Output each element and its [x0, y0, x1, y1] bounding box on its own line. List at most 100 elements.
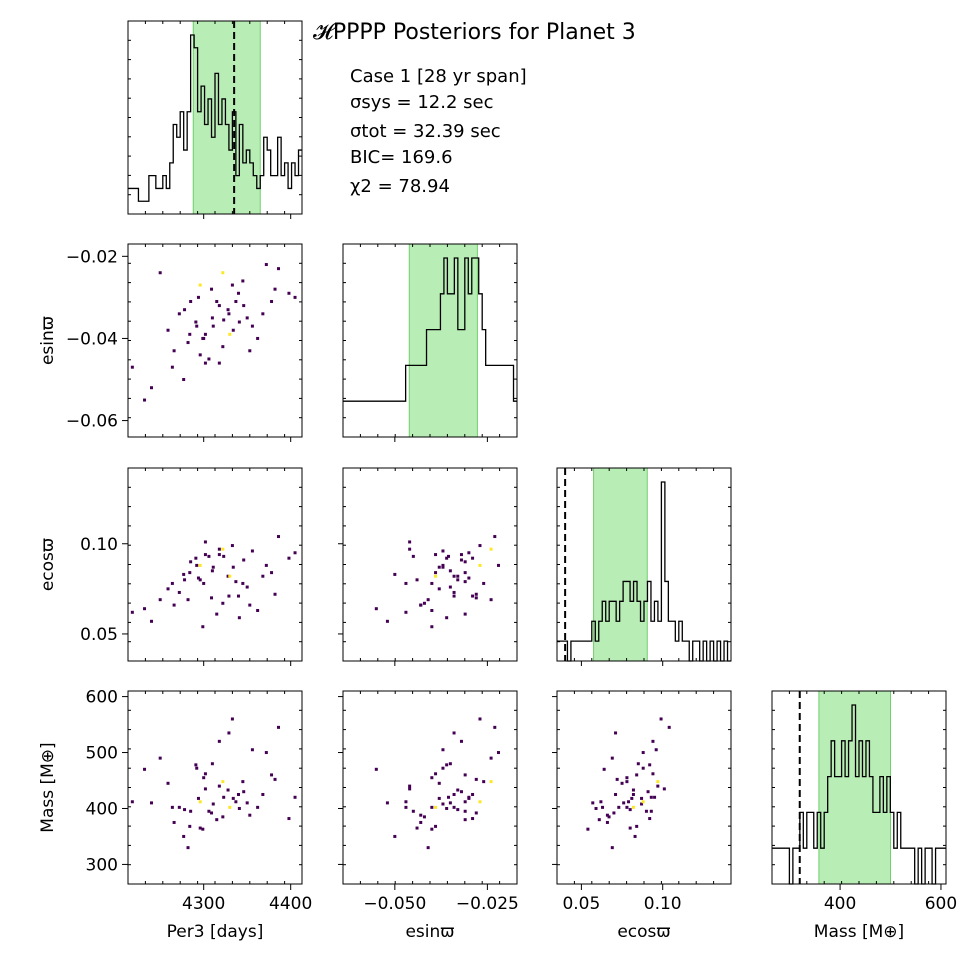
y-axis-mass: 300 400 500 600 Mass [M⊕] [38, 688, 128, 875]
density-cell [227, 312, 231, 316]
density-cell [158, 756, 162, 760]
density-cell [448, 762, 452, 766]
density-cell [463, 809, 467, 813]
density-cell [210, 287, 214, 291]
density-cell [207, 809, 211, 813]
density-cell [196, 796, 200, 800]
density-cell [478, 717, 482, 721]
density-cell [437, 781, 441, 785]
density-cell-peak [656, 780, 660, 784]
panel-frame [127, 467, 303, 662]
density-cell [474, 811, 478, 815]
density-cell [256, 336, 260, 340]
density-cell [445, 556, 449, 560]
density-cell [172, 349, 176, 353]
density-cell [478, 544, 482, 548]
density-cell [166, 587, 170, 591]
density-cell [620, 781, 624, 785]
density-cell-peak [478, 563, 482, 567]
density-cell-peak [198, 563, 202, 567]
hist2d-per-ecos [127, 467, 303, 662]
density-cell [236, 291, 240, 295]
density-cell [237, 806, 241, 810]
density-cell [597, 818, 601, 822]
density-cell [277, 725, 281, 729]
density-cell [195, 324, 199, 328]
density-cell [411, 554, 415, 558]
density-cell [646, 790, 650, 794]
density-cell [447, 795, 451, 799]
density-cell [234, 580, 238, 584]
histogram-steps [343, 257, 517, 402]
density-cell [456, 788, 460, 792]
density-cell [189, 809, 193, 813]
density-cell [256, 805, 260, 809]
density-cell [186, 846, 190, 850]
density-cell [408, 784, 412, 788]
density-cell [242, 558, 246, 562]
density-cell [635, 824, 639, 828]
density-cell [415, 826, 419, 830]
hist2d-esin-mass [342, 690, 518, 885]
density-cell [195, 766, 199, 770]
credible-interval-band [593, 467, 648, 662]
density-cell [474, 777, 478, 781]
y-tick-label: 300 [86, 855, 118, 875]
density-cell [649, 795, 653, 799]
density-cell [202, 776, 206, 780]
y-tick-label: 600 [86, 688, 118, 708]
histogram-mass [771, 690, 947, 885]
density-cell [270, 773, 274, 777]
density-cell [293, 795, 297, 799]
density-cell [221, 601, 225, 605]
density-cell [474, 592, 478, 596]
density-cell [441, 802, 445, 806]
panel-frame [342, 690, 518, 885]
density-cell [448, 801, 452, 805]
density-cell [459, 553, 463, 557]
density-cell [172, 603, 176, 607]
density-cell [651, 772, 655, 776]
density-cell [183, 308, 187, 312]
density-cell [605, 820, 609, 824]
density-cell [641, 766, 645, 770]
density-cell [242, 304, 246, 308]
fit-statistics: Case 1 [28 yr span] σsys = 12.2 sec σtot… [350, 66, 527, 197]
density-cell [437, 587, 441, 591]
minor-ticks [128, 468, 302, 661]
minor-ticks [343, 468, 517, 661]
density-cell [607, 815, 611, 819]
density-cell [245, 316, 249, 320]
density-cell [149, 386, 153, 390]
y-tick-label: −0.02 [66, 247, 118, 267]
density-cell-peak [434, 574, 438, 578]
density-cell [482, 780, 486, 784]
density-cell [277, 535, 281, 539]
density-cell [287, 556, 291, 560]
density-cell [385, 619, 389, 623]
density-cell [430, 581, 434, 585]
density-cell [493, 725, 497, 729]
density-cell [221, 345, 225, 349]
density-cell [215, 818, 219, 822]
density-cell [496, 563, 500, 567]
hist2d-per-esin [127, 243, 303, 438]
density-cell [222, 795, 226, 799]
histogram-per [127, 20, 303, 215]
y-axis-ecos: 0.05 0.10 ecosϖ [38, 535, 128, 645]
density-cell [456, 578, 460, 582]
density-cell [194, 320, 198, 324]
density-cell [393, 834, 397, 838]
density-cell [631, 792, 635, 796]
density-cell [231, 796, 235, 800]
histogram-steps [557, 481, 731, 662]
density-cell [474, 596, 478, 600]
density-cell [130, 610, 134, 614]
x-axis-label-esin: esinϖ [405, 922, 454, 942]
density-cell [430, 805, 434, 809]
sigma-sys-label: σsys = 12.2 sec [350, 92, 494, 113]
density-cell [633, 834, 637, 838]
hist2d-per-mass [127, 690, 303, 885]
density-cell [211, 802, 215, 806]
density-cell [210, 316, 214, 320]
